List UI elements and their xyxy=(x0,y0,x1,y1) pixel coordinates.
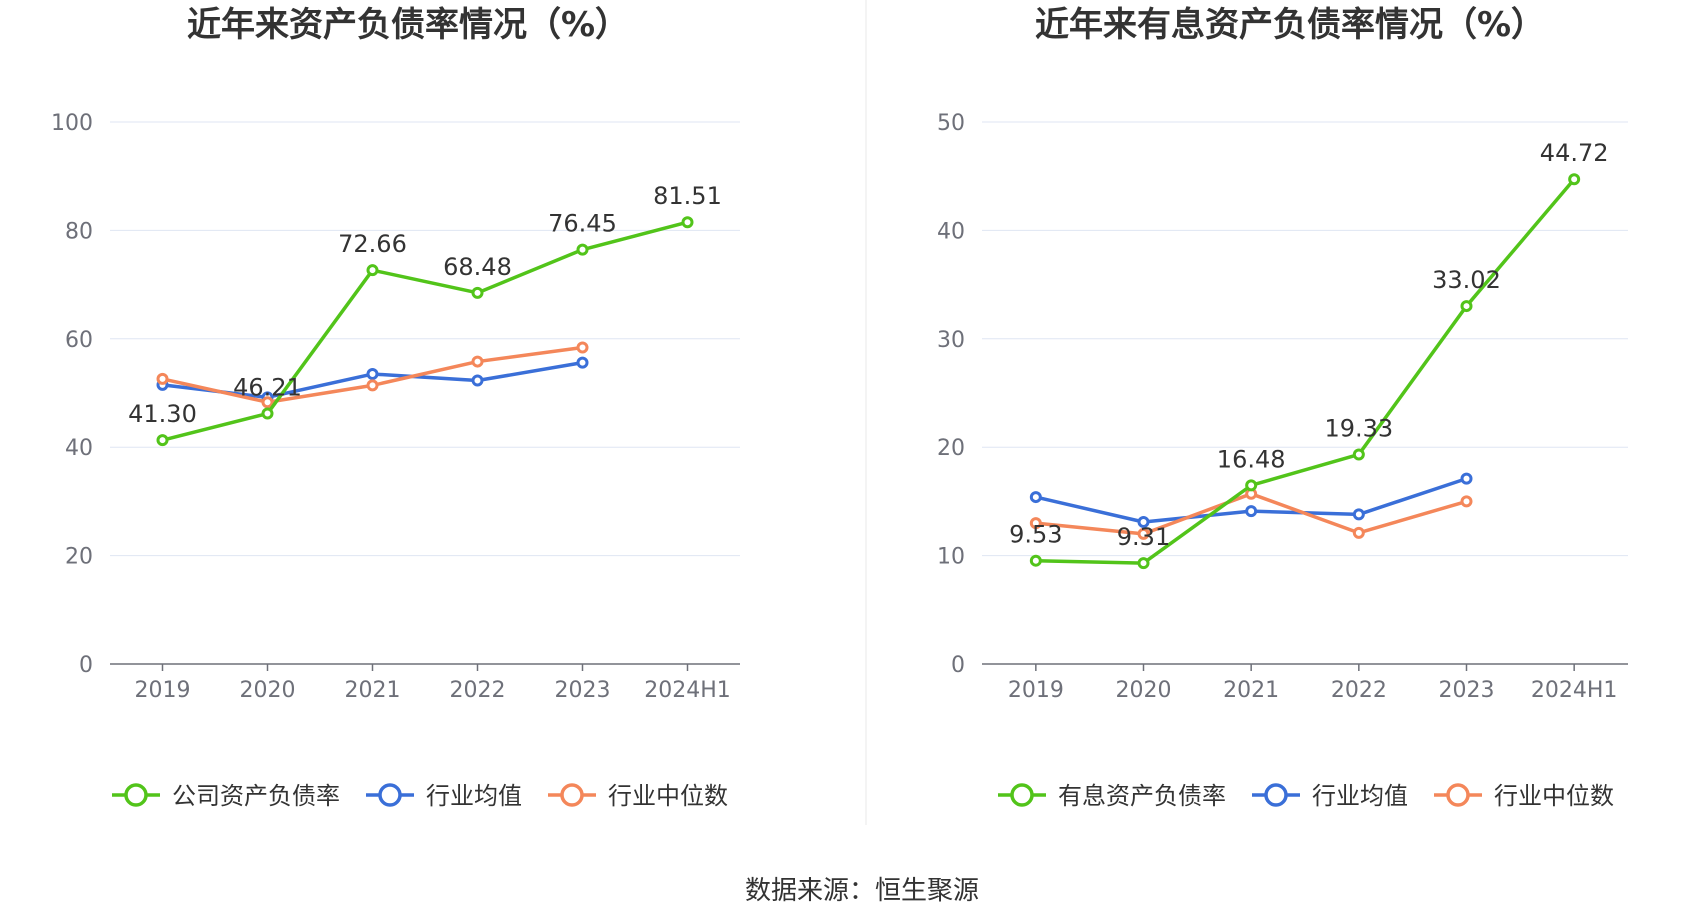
data-point[interactable] xyxy=(156,434,169,447)
series-industry_avg xyxy=(1029,472,1473,528)
legend-label: 行业均值 xyxy=(426,782,522,810)
data-source-footer: 数据来源：恒生聚源 xyxy=(745,876,979,906)
y-tick-label: 60 xyxy=(65,328,93,353)
data-label: 44.72 xyxy=(1540,139,1609,167)
x-tick-label: 2021 xyxy=(345,678,401,703)
x-tick-label: 2021 xyxy=(1223,678,1279,703)
data-point[interactable] xyxy=(1568,173,1581,186)
y-tick-label: 40 xyxy=(937,219,965,244)
data-point[interactable] xyxy=(471,355,484,368)
legend-item-industry_median[interactable]: 行业中位数 xyxy=(1434,782,1614,810)
y-tick-label: 10 xyxy=(937,545,965,570)
legend: 有息资产负债率 行业均值 行业中位数 xyxy=(998,782,1614,810)
data-point[interactable] xyxy=(576,243,589,256)
legend-label: 公司资产负债率 xyxy=(172,782,340,810)
legend-label: 行业中位数 xyxy=(1494,782,1614,810)
x-tick-label: 2019 xyxy=(135,678,191,703)
data-point[interactable] xyxy=(1460,495,1473,508)
y-tick-label: 20 xyxy=(937,436,965,461)
data-point[interactable] xyxy=(366,264,379,277)
chart-title: 近年来有息资产负债率情况（%） xyxy=(1035,5,1545,45)
data-point[interactable] xyxy=(1245,479,1258,492)
legend-label: 有息资产负债率 xyxy=(1058,782,1226,810)
chart-debt-ratio: 近年来资产负债率情况（%） 0 20 40 60 80 100 2019 2020 2021 20… xyxy=(51,5,740,810)
x-tick-label: 2022 xyxy=(450,678,506,703)
x-tick-label: 2024H1 xyxy=(644,678,731,703)
data-label: 72.66 xyxy=(338,230,407,258)
legend-marker-icon xyxy=(560,783,584,807)
data-point[interactable] xyxy=(366,379,379,392)
legend-marker-icon xyxy=(1264,783,1288,807)
data-point[interactable] xyxy=(576,356,589,369)
data-point[interactable] xyxy=(1245,505,1258,518)
legend-marker-icon xyxy=(378,783,402,807)
data-point[interactable] xyxy=(1137,527,1150,540)
data-point[interactable] xyxy=(1352,448,1365,461)
data-point[interactable] xyxy=(1460,300,1473,313)
data-label: 81.51 xyxy=(653,182,722,210)
series-line xyxy=(1035,178,1576,565)
legend-label: 行业均值 xyxy=(1312,782,1408,810)
x-tick-label: 2024H1 xyxy=(1531,678,1618,703)
series-company xyxy=(1029,173,1581,570)
y-tick-label: 50 xyxy=(937,111,965,136)
y-tick-label: 0 xyxy=(951,653,965,678)
y-tick-label: 80 xyxy=(65,219,93,244)
data-point[interactable] xyxy=(1460,472,1473,485)
legend-item-company[interactable]: 有息资产负债率 xyxy=(998,782,1226,810)
series-company xyxy=(156,216,694,447)
legend-item-industry_avg[interactable]: 行业均值 xyxy=(1252,782,1408,810)
series-industry_median xyxy=(156,341,589,409)
data-label: 9.31 xyxy=(1117,523,1170,551)
data-label: 9.53 xyxy=(1009,521,1062,549)
data-point[interactable] xyxy=(366,368,379,381)
y-tick-label: 40 xyxy=(65,436,93,461)
legend-item-company[interactable]: 公司资产负债率 xyxy=(112,782,340,810)
legend: 公司资产负债率 行业均值 行业中位数 xyxy=(112,782,728,810)
x-tick-label: 2023 xyxy=(1439,678,1495,703)
data-label: 46.21 xyxy=(233,374,302,402)
data-point[interactable] xyxy=(1352,508,1365,521)
y-tick-label: 0 xyxy=(79,653,93,678)
y-tick-label: 30 xyxy=(937,328,965,353)
chart-title: 近年来资产负债率情况（%） xyxy=(187,5,629,45)
data-point[interactable] xyxy=(681,216,694,229)
data-label: 33.02 xyxy=(1432,266,1501,294)
data-label: 16.48 xyxy=(1217,445,1286,473)
x-tick-label: 2023 xyxy=(555,678,611,703)
data-point[interactable] xyxy=(156,372,169,385)
x-tick-label: 2020 xyxy=(240,678,296,703)
data-point[interactable] xyxy=(1029,517,1042,530)
y-tick-label: 100 xyxy=(51,111,93,136)
data-point[interactable] xyxy=(1029,491,1042,504)
data-label: 19.33 xyxy=(1324,414,1393,442)
data-label: 76.45 xyxy=(548,210,617,238)
data-point[interactable] xyxy=(261,407,274,420)
x-tick-label: 2020 xyxy=(1116,678,1172,703)
chart-interest-bearing-debt-ratio: 近年来有息资产负债率情况（%） 0 10 20 30 40 50 2019 2020 2021 2… xyxy=(937,5,1628,810)
data-point[interactable] xyxy=(1137,515,1150,528)
legend-marker-icon xyxy=(124,783,148,807)
series-industry_median xyxy=(1029,487,1473,540)
data-label: 68.48 xyxy=(443,253,512,281)
legend-item-industry_avg[interactable]: 行业均值 xyxy=(366,782,522,810)
x-tick-label: 2019 xyxy=(1008,678,1064,703)
data-point[interactable] xyxy=(261,396,274,409)
x-tick-label: 2022 xyxy=(1331,678,1387,703)
data-point[interactable] xyxy=(1137,557,1150,570)
series-line xyxy=(162,220,688,442)
legend-marker-icon xyxy=(1010,783,1034,807)
data-point[interactable] xyxy=(471,286,484,299)
y-tick-label: 20 xyxy=(65,545,93,570)
legend-item-industry_median[interactable]: 行业中位数 xyxy=(548,782,728,810)
data-point[interactable] xyxy=(576,341,589,354)
data-point[interactable] xyxy=(1029,554,1042,567)
legend-marker-icon xyxy=(1446,783,1470,807)
data-point[interactable] xyxy=(471,374,484,387)
data-point[interactable] xyxy=(1352,526,1365,539)
data-label: 41.30 xyxy=(128,400,197,428)
legend-label: 行业中位数 xyxy=(608,782,728,810)
